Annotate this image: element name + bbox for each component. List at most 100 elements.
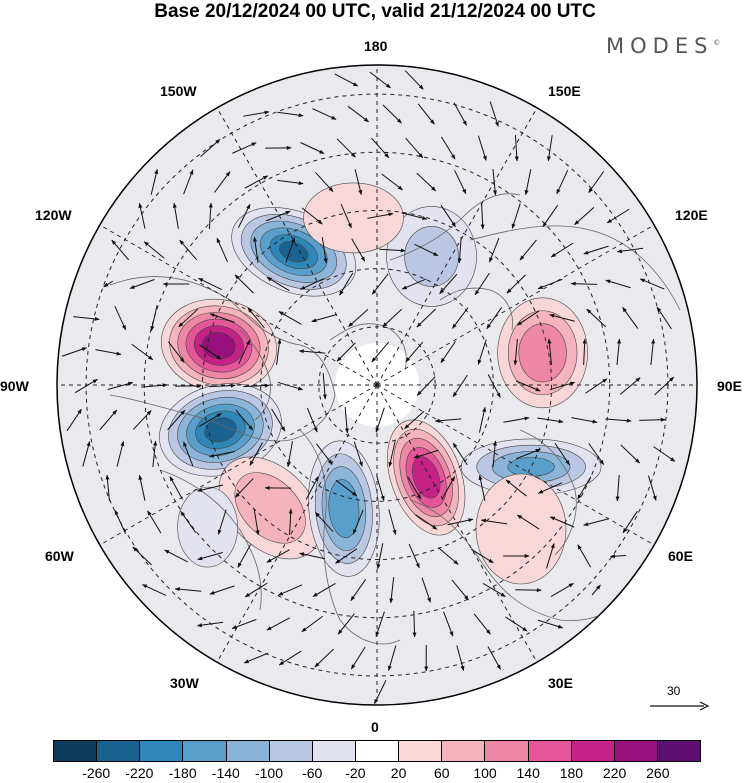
wind-arrow	[656, 306, 672, 330]
meridian-line	[99, 224, 378, 386]
wind-arrow	[277, 381, 304, 391]
wind-arrow	[114, 305, 127, 331]
wind-arrow	[421, 577, 431, 603]
wind-arrow	[238, 339, 251, 365]
longitude-label-120w: 120W	[35, 207, 72, 223]
wind-arrow	[514, 134, 519, 162]
colorbar-tick-label: 60	[434, 765, 450, 781]
wind-arrow	[440, 340, 456, 364]
wind-arrow	[375, 407, 385, 433]
wind-arrow	[451, 579, 469, 601]
colorbar-segment	[355, 741, 400, 761]
colorbar-tick-label: -180	[168, 765, 197, 781]
longitude-label-150e: 150E	[548, 83, 581, 99]
wind-arrow	[545, 543, 555, 569]
meridian-line	[216, 384, 378, 663]
wind-arrow	[315, 443, 333, 465]
wind-arrow	[549, 516, 575, 528]
wind-arrow	[416, 376, 436, 396]
wind-arrow	[583, 245, 609, 255]
colorbar-tick-label: -20	[345, 765, 366, 781]
wind-arrow	[95, 349, 122, 356]
wind-arrow	[82, 440, 91, 467]
wind-arrow	[129, 279, 155, 289]
wind-arrow	[305, 476, 319, 500]
wind-arrow	[371, 137, 390, 159]
wind-arrow	[132, 410, 152, 430]
wind-arrow	[549, 313, 575, 322]
colorbar-tick-label: 260	[646, 765, 670, 781]
wind-arrow	[322, 373, 327, 400]
wind-arrow	[550, 582, 574, 598]
wind-arrow	[382, 104, 402, 124]
anomaly-fields	[159, 182, 602, 585]
wind-arrow	[216, 237, 228, 263]
wind-arrow	[271, 408, 286, 432]
wind-arrow	[537, 278, 563, 290]
wind-arrow	[278, 650, 302, 666]
meridian-line	[376, 384, 655, 546]
wind-arrow	[141, 584, 167, 596]
wind-arrow	[556, 169, 569, 195]
wind-arrow	[315, 512, 334, 532]
longitude-label-90w: 90W	[0, 378, 29, 394]
colorbar-segment	[657, 741, 701, 761]
colorbar-segment	[226, 741, 270, 761]
wind-arrow	[141, 383, 168, 388]
wind-arrow	[374, 680, 387, 705]
wind-arrow	[371, 273, 389, 295]
wind-arrow	[588, 171, 605, 194]
wind-arrow	[550, 242, 574, 258]
modes-logo: MODES©	[606, 34, 720, 58]
wind-arrow	[350, 579, 367, 602]
wind-arrow	[478, 474, 486, 501]
reference-vector-arrow	[650, 701, 710, 711]
wind-arrow	[513, 339, 518, 366]
wind-arrow	[253, 509, 260, 536]
longitude-label-60w: 60W	[45, 548, 74, 564]
wind-arrow	[482, 582, 506, 598]
wind-arrow	[337, 613, 355, 635]
wind-arrow	[639, 278, 665, 290]
wind-arrow	[105, 474, 110, 501]
reference-vector-label: 30	[667, 684, 681, 698]
wind-arrow	[266, 617, 290, 631]
wind-arrow	[335, 548, 358, 564]
wind-arrow	[73, 316, 100, 321]
wind-arrow	[138, 474, 146, 501]
wind-arrow	[619, 377, 641, 395]
wind-arrow	[606, 208, 630, 224]
wind-arrow	[172, 202, 179, 229]
wind-arrow	[336, 342, 356, 362]
copyright-mark: ©	[713, 39, 721, 47]
wind-arrow	[616, 338, 622, 365]
wind-arrow	[414, 243, 439, 257]
wind-arrow	[415, 514, 438, 530]
wind-arrow	[285, 237, 295, 263]
wind-arrow	[609, 554, 627, 559]
wind-arrow	[381, 173, 403, 191]
wind-arrow	[516, 514, 540, 530]
wind-arrow	[276, 338, 282, 365]
wind-arrow	[277, 179, 304, 186]
wind-arrow	[348, 309, 369, 327]
colorbar-segment	[54, 741, 98, 761]
wind-arrow	[457, 236, 462, 264]
wind-arrow	[247, 307, 265, 329]
wind-arrow	[238, 203, 251, 228]
wind-arrow	[388, 509, 397, 536]
colorbar-tick-label: -260	[82, 765, 111, 781]
wind-arrow	[209, 450, 236, 458]
wind-arrow	[654, 376, 675, 396]
wind-arrow	[470, 548, 494, 564]
wind-arrow	[441, 136, 456, 160]
wind-vectors	[61, 70, 676, 705]
wind-arrow	[505, 479, 527, 497]
wind-arrow	[178, 308, 199, 328]
wind-arrow	[243, 110, 270, 117]
longitude-label-150w: 150W	[160, 83, 197, 99]
wind-arrow	[515, 588, 542, 593]
wind-arrow	[571, 417, 598, 424]
wind-arrow	[234, 478, 254, 498]
latitude-circle	[201, 209, 553, 561]
